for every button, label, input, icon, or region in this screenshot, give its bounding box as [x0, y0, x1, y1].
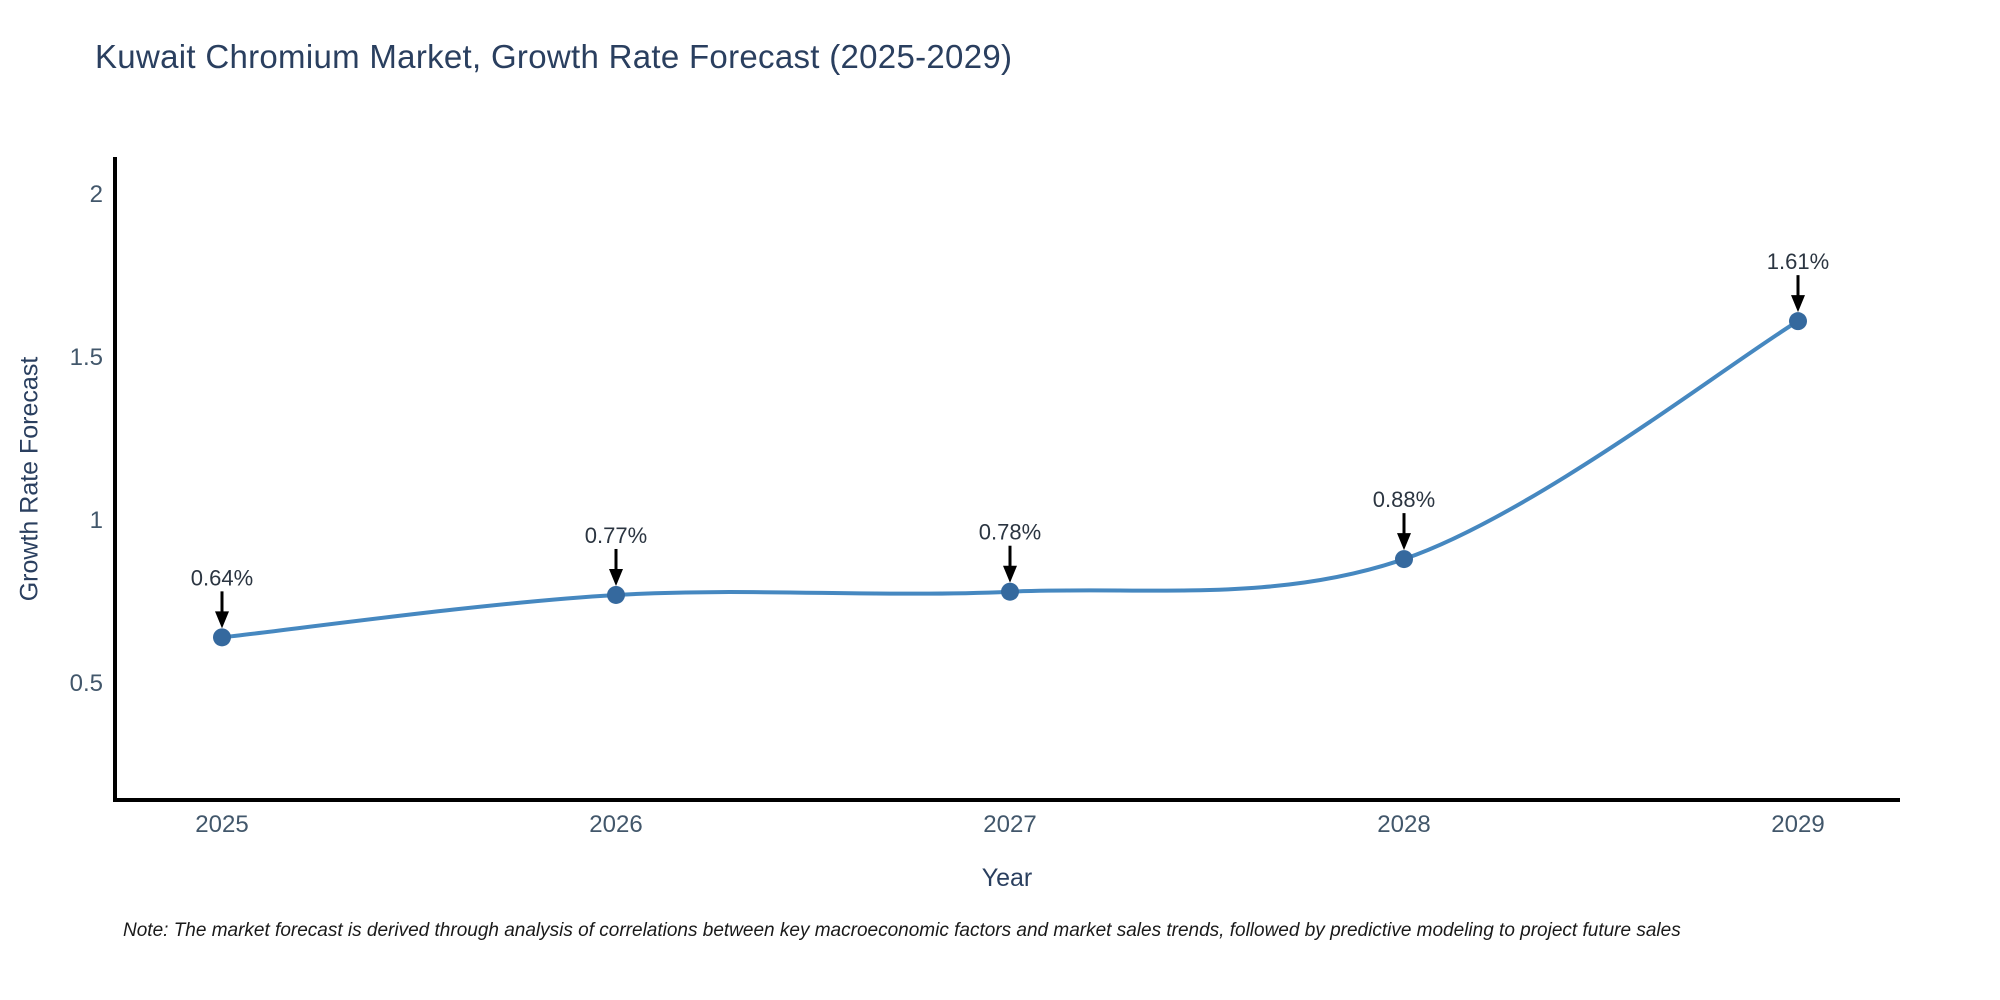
series-line: [220, 319, 1800, 640]
data-point-marker: [1789, 312, 1807, 331]
data-point-marker: [607, 585, 625, 604]
x-axis-title: Year: [981, 864, 1033, 892]
data-point-marker: [1001, 582, 1019, 601]
annotation-label: 1.61%: [1767, 249, 1829, 274]
x-tick-label: 2028: [1377, 811, 1430, 838]
annotation-label: 0.77%: [585, 523, 647, 548]
chart-title: Kuwait Chromium Market, Growth Rate Fore…: [95, 38, 1013, 75]
annotation-arrowhead: [1397, 533, 1411, 551]
annotation-arrowhead: [609, 568, 623, 586]
x-tick-label: 2025: [195, 811, 248, 838]
x-tick-label: 2029: [1771, 811, 1824, 838]
annotation-label: 0.64%: [191, 565, 253, 590]
data-point-marker: [1395, 550, 1413, 569]
annotation-arrowhead: [1791, 295, 1805, 313]
y-tick-label: 1.5: [70, 344, 103, 371]
annotation-arrowhead: [215, 611, 229, 629]
annotation-arrowhead: [1003, 565, 1017, 583]
x-tick-label: 2027: [983, 811, 1036, 838]
footnote: Note: The market forecast is derived thr…: [123, 920, 1681, 941]
data-point-marker: [213, 628, 231, 647]
y-tick-label: 0.5: [70, 670, 103, 697]
annotation-label: 0.78%: [979, 520, 1041, 545]
y-tick-label: 2: [90, 181, 103, 208]
y-tick-label: 1: [90, 507, 103, 534]
annotation-label: 0.88%: [1373, 487, 1435, 512]
x-tick-label: 2026: [589, 811, 642, 838]
